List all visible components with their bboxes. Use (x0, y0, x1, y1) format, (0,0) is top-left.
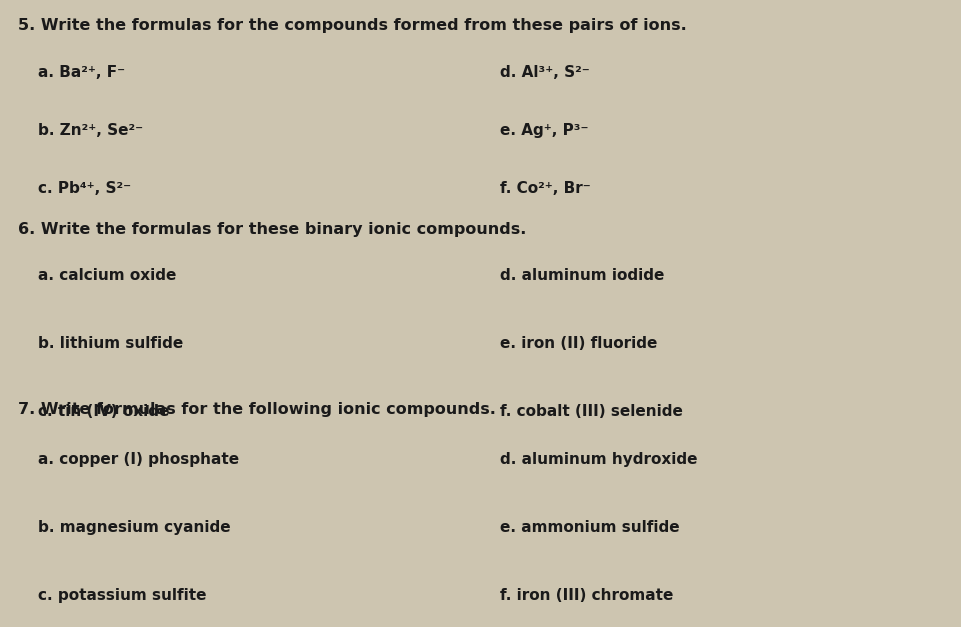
Text: 6. Write the formulas for these binary ionic compounds.: 6. Write the formulas for these binary i… (18, 222, 527, 237)
Text: a. Ba²⁺, F⁻: a. Ba²⁺, F⁻ (38, 65, 125, 80)
Text: d. aluminum iodide: d. aluminum iodide (500, 268, 664, 283)
Text: e. Ag⁺, P³⁻: e. Ag⁺, P³⁻ (500, 123, 588, 138)
Text: c. tin (IV) oxide: c. tin (IV) oxide (38, 404, 169, 419)
Text: c. potassium sulfite: c. potassium sulfite (38, 588, 207, 603)
Text: b. Zn²⁺, Se²⁻: b. Zn²⁺, Se²⁻ (38, 123, 143, 138)
Text: f. iron (III) chromate: f. iron (III) chromate (500, 588, 674, 603)
Text: a. calcium oxide: a. calcium oxide (38, 268, 177, 283)
Text: 7. Write formulas for the following ionic compounds.: 7. Write formulas for the following ioni… (18, 402, 496, 417)
Text: 5. Write the formulas for the compounds formed from these pairs of ions.: 5. Write the formulas for the compounds … (18, 18, 687, 33)
Text: c. Pb⁴⁺, S²⁻: c. Pb⁴⁺, S²⁻ (38, 181, 131, 196)
Text: f. Co²⁺, Br⁻: f. Co²⁺, Br⁻ (500, 181, 591, 196)
Text: b. lithium sulfide: b. lithium sulfide (38, 336, 184, 351)
Text: f. cobalt (III) selenide: f. cobalt (III) selenide (500, 404, 683, 419)
Text: e. iron (II) fluoride: e. iron (II) fluoride (500, 336, 657, 351)
Text: e. ammonium sulfide: e. ammonium sulfide (500, 520, 679, 535)
Text: d. Al³⁺, S²⁻: d. Al³⁺, S²⁻ (500, 65, 590, 80)
Text: d. aluminum hydroxide: d. aluminum hydroxide (500, 452, 698, 467)
Text: a. copper (I) phosphate: a. copper (I) phosphate (38, 452, 239, 467)
Text: b. magnesium cyanide: b. magnesium cyanide (38, 520, 231, 535)
